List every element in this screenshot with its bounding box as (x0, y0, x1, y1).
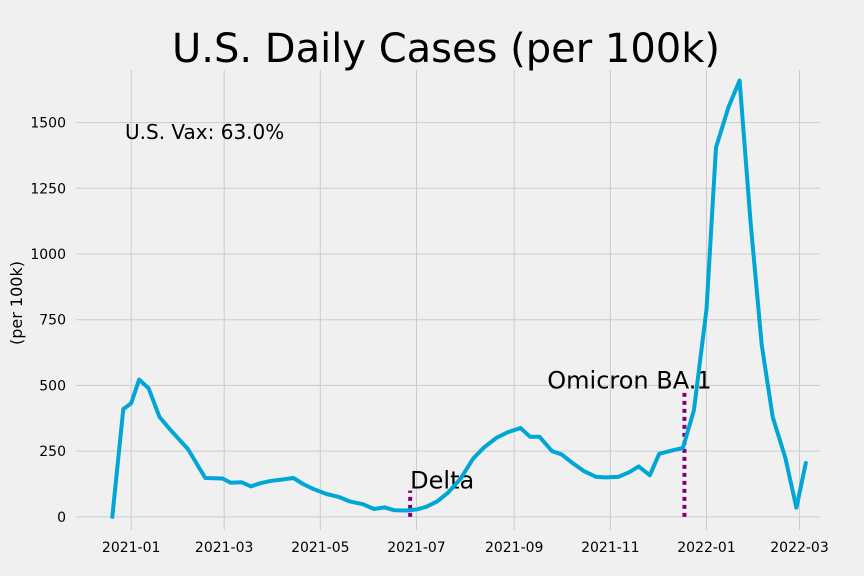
data-point (159, 416, 161, 418)
data-point (728, 106, 730, 108)
data-point (349, 501, 351, 503)
x-tick-label: 2021-05 (291, 540, 350, 556)
data-point (805, 462, 807, 464)
data-point (649, 474, 651, 476)
data-point (393, 509, 395, 511)
annotation-label: Omicron BA.1 (547, 367, 711, 395)
data-point (122, 408, 124, 410)
data-point (472, 458, 474, 460)
data-point (693, 409, 695, 411)
line-layer (110, 78, 808, 519)
data-point (222, 477, 224, 479)
data-point (638, 465, 640, 467)
data-point (772, 416, 774, 418)
data-point (529, 436, 531, 438)
data-point (148, 387, 150, 389)
data-point (538, 436, 540, 438)
data-point (302, 483, 304, 485)
x-tick-label: 2021-11 (581, 540, 640, 556)
x-tick-label: 2021-03 (195, 540, 254, 556)
data-point (520, 427, 522, 429)
data-point (293, 477, 295, 479)
y-axis-label: (per 100k) (7, 261, 26, 345)
y-tick-label: 250 (39, 444, 66, 460)
x-tick-label: 2021-09 (485, 540, 544, 556)
y-tick-label: 750 (39, 313, 66, 329)
data-point (628, 471, 630, 473)
data-point (406, 510, 408, 512)
data-point (338, 496, 340, 498)
data-point (706, 308, 708, 310)
tick-layer: 0 250 500 750 1000 1250 1500 2021-01 2021-03 2021… (30, 116, 828, 556)
data-point (436, 501, 438, 503)
data-point (187, 448, 189, 450)
x-tick-label: 2022-03 (770, 540, 829, 556)
data-point (259, 482, 261, 484)
data-point (204, 477, 206, 479)
data-point (447, 492, 449, 494)
data-point (583, 470, 585, 472)
data-point (682, 447, 684, 449)
data-point (138, 379, 140, 381)
data-point (496, 436, 498, 438)
data-point (761, 344, 763, 346)
data-point (362, 503, 364, 505)
data-point (617, 476, 619, 478)
data-point (130, 402, 132, 404)
data-point (241, 481, 243, 483)
data-point (313, 488, 315, 490)
data-point (605, 476, 607, 478)
data-point (595, 476, 597, 478)
data-point (551, 450, 553, 452)
data-point (250, 485, 252, 487)
data-point (326, 493, 328, 495)
data-point (658, 453, 660, 455)
grid-layer (76, 70, 820, 530)
data-point (229, 482, 231, 484)
y-tick-label: 1000 (30, 247, 66, 263)
data-point (415, 508, 417, 510)
data-point (270, 480, 272, 482)
data-point (425, 506, 427, 508)
x-tick-label: 2021-01 (102, 540, 161, 556)
data-point (739, 80, 741, 82)
data-point (795, 507, 797, 509)
data-point (560, 453, 562, 455)
data-point (460, 478, 462, 480)
data-point (281, 479, 283, 481)
y-tick-label: 1500 (30, 116, 66, 132)
chart-title: U.S. Daily Cases (per 100k) (172, 26, 720, 72)
data-point (384, 506, 386, 508)
data-point (373, 508, 375, 510)
data-point (715, 147, 717, 149)
data-point (170, 429, 172, 431)
data-point (483, 446, 485, 448)
x-tick-label: 2021-07 (387, 540, 446, 556)
data-point (671, 450, 673, 452)
x-tick-label: 2022-01 (677, 540, 736, 556)
y-tick-label: 0 (57, 510, 66, 526)
data-point (784, 457, 786, 459)
data-point (750, 221, 752, 223)
data-point (572, 462, 574, 464)
vax-note: U.S. Vax: 63.0% (125, 120, 284, 144)
y-tick-label: 1250 (30, 181, 66, 197)
y-tick-label: 500 (39, 378, 66, 394)
data-point (111, 516, 113, 518)
data-point (507, 431, 509, 433)
